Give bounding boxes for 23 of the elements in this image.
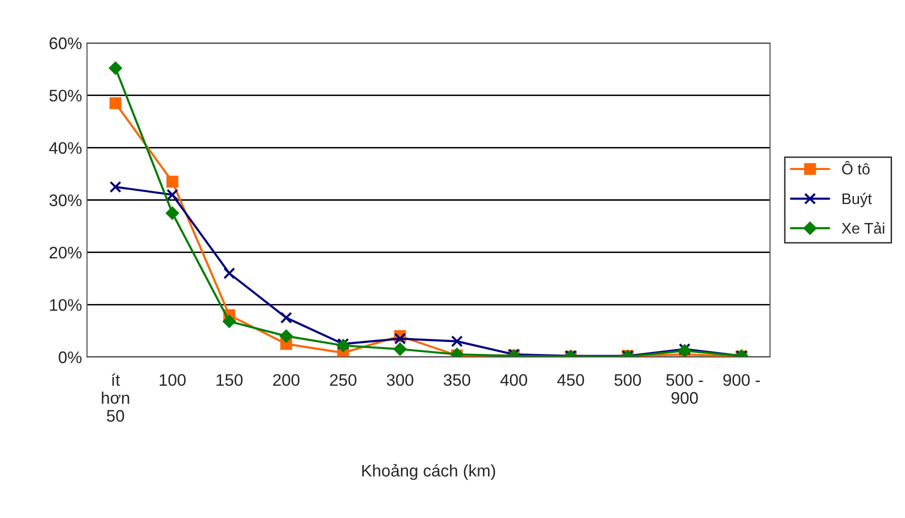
legend-label: Buýt <box>842 192 872 208</box>
x-tick-label: ít hơn 50 <box>102 373 130 422</box>
x-axis-title: Khoảng cách (km) <box>362 464 496 480</box>
y-tick-label: 10% <box>50 299 82 311</box>
x-tick-label: 500 <box>614 374 641 386</box>
x-tick-label: 350 <box>444 374 470 386</box>
x-tick-label: 250 <box>330 374 356 386</box>
x-tick-label: 100 <box>160 374 186 386</box>
y-tick-label: 40% <box>49 142 82 154</box>
y-tick-label: 0% <box>58 351 82 364</box>
legend-label: Xe Tải <box>842 222 884 234</box>
x-tick-label: 900 - <box>723 374 760 386</box>
x-tick-label: 200 <box>273 374 300 386</box>
x-tick-label: 500 - 900 <box>666 374 703 404</box>
legend-label: Ô tô <box>842 160 870 174</box>
x-tick-label: 450 <box>557 374 584 386</box>
x-tick-label: 150 <box>216 374 243 386</box>
y-tick-label: 20% <box>50 246 82 259</box>
x-tick-label: 300 <box>386 374 414 386</box>
y-tick-label: 60% <box>50 37 82 50</box>
y-tick-label: 30% <box>49 194 82 206</box>
y-tick-label: 50% <box>49 90 82 102</box>
x-tick-label: 400 <box>500 374 528 386</box>
